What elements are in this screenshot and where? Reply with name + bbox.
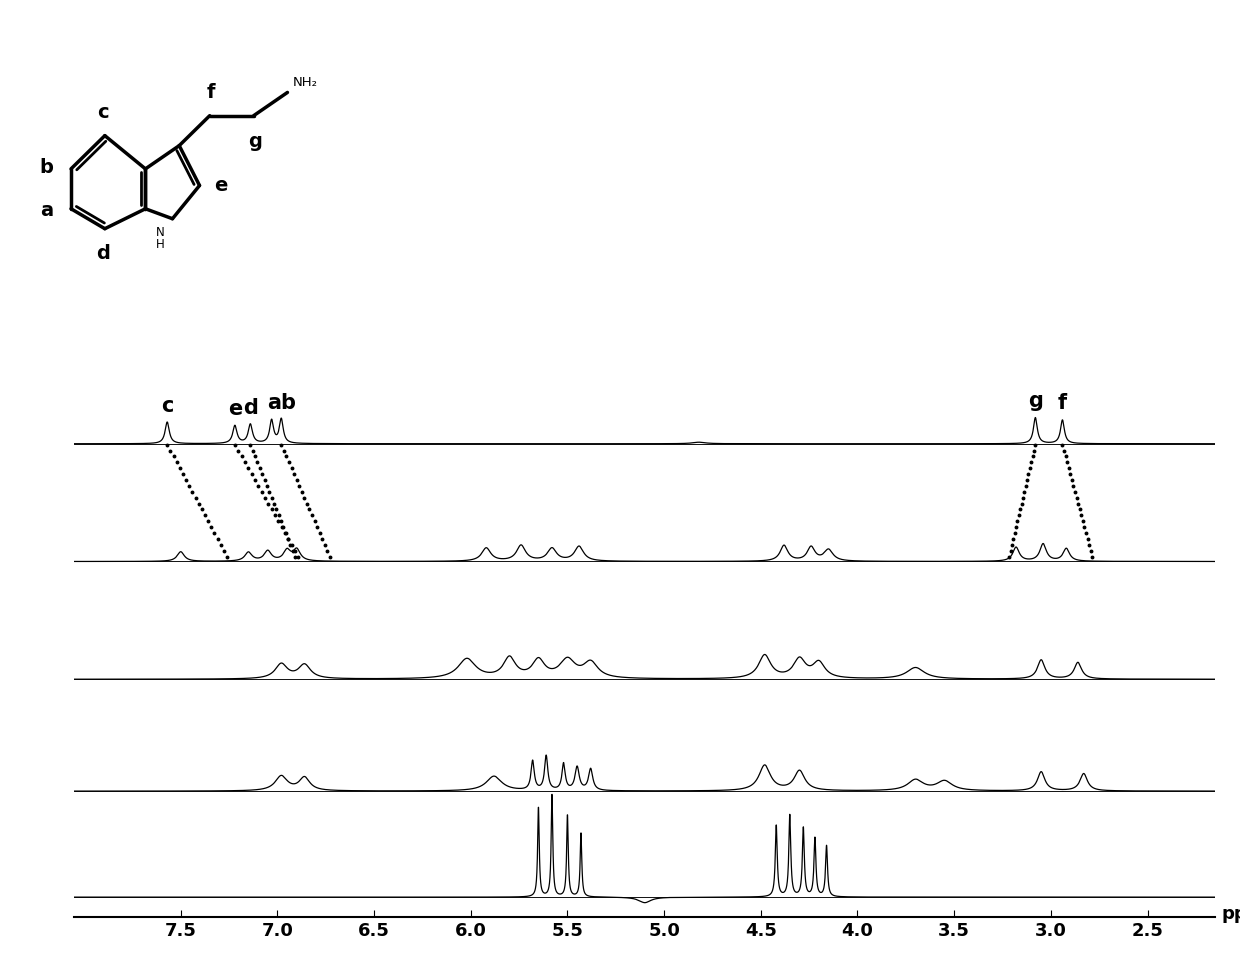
Text: g: g (1028, 391, 1043, 411)
Text: N
H: N H (156, 227, 165, 251)
Text: g: g (248, 131, 263, 151)
Text: e: e (213, 176, 227, 195)
Text: e: e (228, 399, 242, 419)
Text: d: d (243, 398, 258, 418)
Text: NH₂: NH₂ (293, 76, 317, 89)
Text: ab: ab (267, 393, 296, 413)
Text: b: b (40, 157, 53, 177)
Text: c: c (97, 102, 109, 122)
Text: d: d (97, 243, 110, 262)
Text: a: a (41, 201, 53, 220)
Text: f: f (1058, 393, 1066, 413)
Text: f: f (207, 83, 216, 101)
Text: c: c (161, 396, 174, 416)
Text: ppm: ppm (1221, 905, 1240, 923)
